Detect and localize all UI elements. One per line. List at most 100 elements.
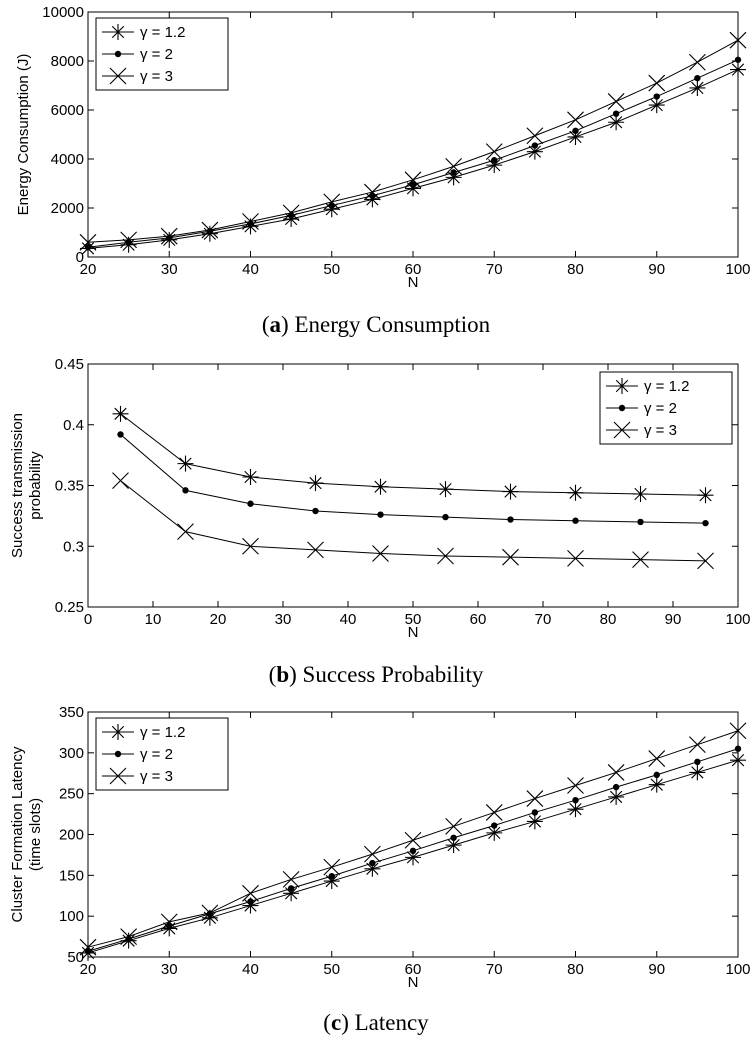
success-probability-chart: 0 10 20 30 40 50 60 70 80 90 100 0.25 0.3 0.35 0.4 0.45… <box>9 356 751 641</box>
data-point <box>502 548 519 566</box>
data-point <box>567 111 584 129</box>
data-point <box>201 909 218 926</box>
caption-c-text: Latency <box>355 1010 430 1035</box>
data-point <box>607 93 625 110</box>
data-point <box>531 142 539 149</box>
data-point <box>120 928 138 945</box>
data-point <box>730 61 746 78</box>
data-point <box>648 74 666 92</box>
data-point <box>363 183 381 201</box>
data-point <box>507 516 514 523</box>
data-point <box>632 551 649 569</box>
data-point <box>328 872 335 880</box>
data-point <box>567 801 584 818</box>
data-point <box>369 859 376 867</box>
data-point <box>608 114 625 131</box>
y-axis-label-line: (time slots) <box>27 798 44 871</box>
data-point <box>437 481 454 498</box>
x-tick-label: 50 <box>323 961 340 978</box>
data-point <box>112 472 129 490</box>
data-point <box>734 56 742 63</box>
data-point <box>247 898 254 905</box>
x-tick-label: 60 <box>405 961 422 978</box>
data-point <box>688 53 706 71</box>
data-point <box>363 845 381 863</box>
latency-chart: 20 30 40 50 60 70 80 90 100 50 100 150 200 250 300 350 N… <box>9 704 751 991</box>
legend: γ = 1.2 γ = 2 γ = 3 <box>95 717 229 791</box>
data-point <box>372 478 389 495</box>
data-point <box>734 745 742 752</box>
data-point <box>328 202 335 209</box>
data-point <box>405 849 421 866</box>
data-point <box>323 193 341 211</box>
x-tick-label: 60 <box>405 261 422 278</box>
caption-a-text: Energy Consumption <box>294 312 490 337</box>
x-tick-label: 80 <box>600 611 617 628</box>
data-point <box>364 860 381 877</box>
data-point <box>450 169 457 176</box>
data-point <box>287 885 295 892</box>
data-point <box>445 157 463 175</box>
series-0 <box>80 61 746 257</box>
series-0 <box>112 405 714 504</box>
y-axis-label: Success transmissionprobability <box>9 413 44 558</box>
legend-marker <box>614 378 630 394</box>
x-tick-label: 0 <box>84 611 92 628</box>
data-point <box>437 547 454 565</box>
data-point <box>608 788 625 805</box>
legend-marker <box>110 24 126 40</box>
data-point <box>323 201 340 218</box>
data-point <box>445 817 463 835</box>
x-tick-label: 50 <box>405 611 422 628</box>
data-point <box>648 97 665 114</box>
x-axis-label: N <box>408 274 419 291</box>
y-tick-label: 300 <box>59 745 84 762</box>
y-axis-label: Energy Consumption (J) <box>15 54 32 216</box>
data-point <box>323 873 340 890</box>
data-point <box>120 231 138 249</box>
x-axis-label: N <box>408 974 419 991</box>
legend-marker <box>114 50 122 58</box>
data-point <box>242 468 259 485</box>
x-tick-label: 90 <box>648 961 665 978</box>
data-point <box>182 487 189 494</box>
x-tick-label: 40 <box>242 261 259 278</box>
y-tick-label: 0.25 <box>55 599 84 616</box>
series-1 <box>117 431 709 527</box>
series-2 <box>79 722 747 956</box>
data-point <box>307 475 324 492</box>
data-point <box>282 871 300 888</box>
data-point <box>567 128 584 145</box>
legend-label: γ = 3 <box>644 422 677 439</box>
data-point <box>177 523 194 541</box>
data-point <box>694 74 701 82</box>
data-point <box>372 545 389 562</box>
y-tick-label: 4000 <box>51 151 84 168</box>
data-point <box>84 244 92 251</box>
data-point <box>485 143 503 161</box>
data-point <box>283 885 300 902</box>
data-point <box>653 93 660 100</box>
y-tick-label: 8000 <box>51 53 84 70</box>
data-point <box>323 858 341 876</box>
x-tick-label: 30 <box>161 261 178 278</box>
data-point <box>729 722 747 740</box>
caption-a: (a) Energy Consumption <box>262 312 491 337</box>
data-point <box>526 813 543 830</box>
energy-consumption-chart: 20 30 40 50 60 70 80 90 100 0 2000 4000 6000 8000 1000… <box>15 4 751 291</box>
data-point <box>445 837 462 854</box>
legend: γ = 1.2 γ = 2 γ = 3 <box>95 17 229 91</box>
data-point <box>242 884 259 902</box>
y-tick-label: 50 <box>67 949 84 966</box>
data-point <box>160 227 178 245</box>
legend-label: γ = 1.2 <box>140 24 185 41</box>
data-point <box>730 752 746 769</box>
data-point <box>117 431 124 438</box>
y-tick-label: 0.3 <box>63 538 84 555</box>
data-point <box>697 552 714 570</box>
legend-label: γ = 2 <box>140 46 173 63</box>
y-tick-label: 200 <box>59 827 84 844</box>
x-tick-label: 100 <box>725 961 750 978</box>
data-point <box>450 834 457 841</box>
y-tick-label: 150 <box>59 867 84 884</box>
